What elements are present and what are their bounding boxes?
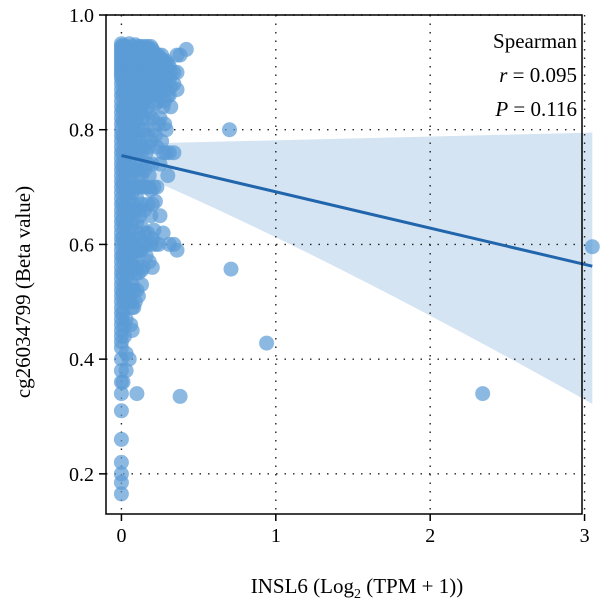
data-points [113,36,600,502]
data-point [584,239,600,255]
data-point [223,261,239,277]
y-tick-label: 0.8 [69,120,94,142]
y-axis-title: cg26034799 (Beta value) [11,186,35,398]
y-tick-label: 0.2 [69,464,94,486]
data-point [113,431,129,447]
data-point [259,335,275,351]
y-tick-label: 1.0 [69,5,94,27]
data-point [121,351,137,367]
data-point [475,386,491,402]
data-point [130,288,146,304]
data-point [169,64,185,80]
y-axis-ticks: 0.2 0.4 0.6 0.8 1.0 [69,5,106,486]
data-point [163,99,179,115]
confidence-band [121,132,593,404]
plot-frame [105,14,583,515]
x-tick-label: 3 [580,525,590,547]
x-tick-label: 2 [425,525,435,547]
annotation-method: Spearman [493,29,577,53]
data-point [160,168,176,184]
y-tick-label: 0.6 [69,234,94,256]
data-point [144,259,160,275]
data-point [158,122,174,138]
data-point [169,82,185,98]
data-point [147,193,163,209]
data-point [222,122,237,138]
data-point [166,145,182,161]
data-point [113,403,129,419]
x-axis-title: INSL6 (Log2 (TPM + 1)) [251,574,464,602]
x-tick-label: 0 [116,525,126,547]
data-point [155,225,171,241]
x-tick-label: 1 [271,525,281,547]
data-point [115,374,131,390]
data-point [141,168,157,184]
annotation-r: r = 0.095 [499,63,577,87]
annotation-p: P = 0.116 [494,97,577,121]
y-tick-label: 0.4 [69,349,94,371]
confidence-band-area [121,132,593,404]
data-point [113,454,129,470]
data-point [113,386,129,402]
data-point [113,475,129,490]
data-point [113,486,129,502]
regression-line [121,154,593,268]
data-point [129,386,145,402]
data-point [172,388,188,404]
data-point [118,363,134,379]
data-point [151,236,166,252]
regression-line-path [121,154,593,268]
x-axis-ticks: 0 1 2 3 [116,514,590,547]
data-point [124,323,140,338]
correlation-annotation: Spearman r = 0.095 P = 0.116 [493,29,577,121]
data-point [154,133,170,149]
data-point [149,179,165,195]
data-point [152,208,168,224]
data-point [178,41,194,57]
data-point [134,277,149,293]
data-point [169,242,185,258]
